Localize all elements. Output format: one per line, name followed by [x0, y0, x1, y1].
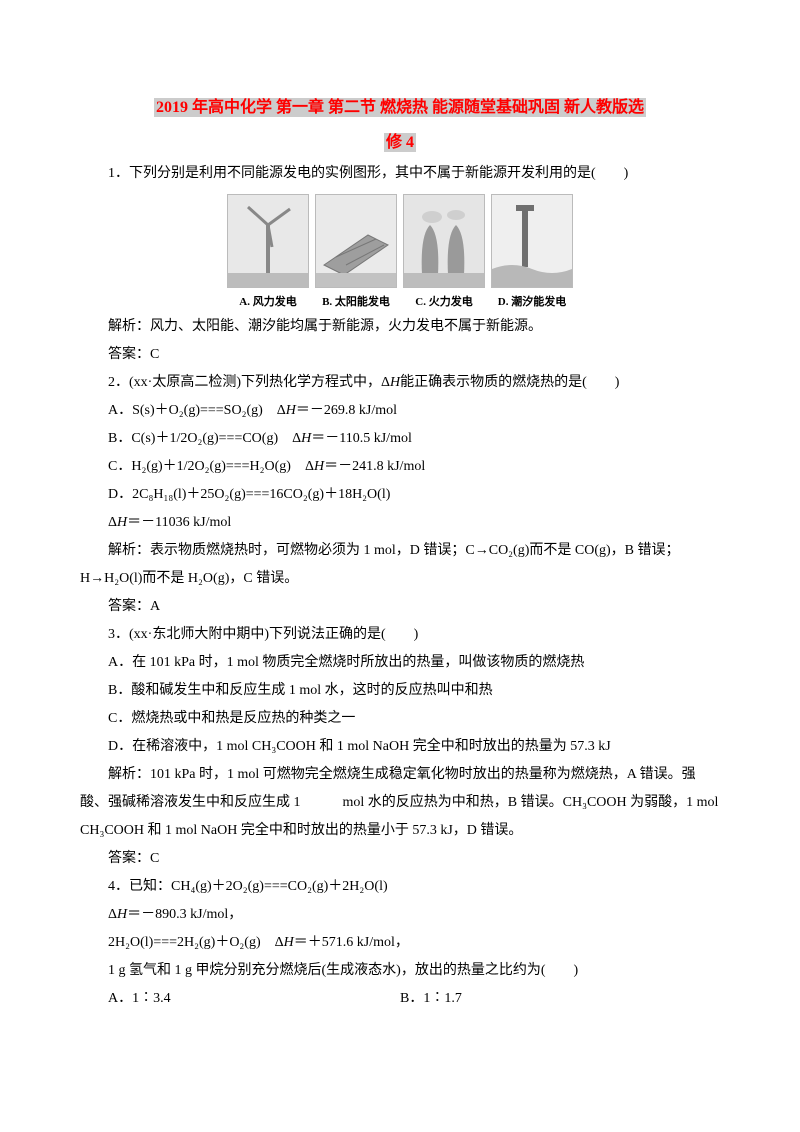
q4-stem: 4．已知：CH₄(g)＋2O₂(g)===CO₂(g)＋2H₂O(l) [80, 873, 720, 901]
q1-caption-A: A. 风力发电 [239, 291, 296, 313]
q2-stem-a: 2．(xx·太原高二检测)下列热化学方程式中，Δ [108, 375, 390, 390]
q4-l3b: ＝＋571.6 kJ/mol， [294, 935, 409, 950]
wind-power-image [227, 194, 309, 288]
q3-optD: D．在稀溶液中，1 mol CH₃COOH 和 1 mol NaOH 完全中和时… [80, 733, 720, 761]
q1-img-D: D. 潮汐能发电 [491, 194, 573, 313]
q3-explain: 解析：101 kPa 时，1 mol 可燃物完全燃烧生成稳定氧化物时放出的热量称… [80, 761, 720, 845]
q1-answer: 答案：C [80, 341, 720, 369]
q2-A-eq: A．S(s)＋O₂(g)===SO₂(g) Δ [108, 403, 286, 418]
q3-optB: B．酸和碱发生中和反应生成 1 mol 水，这时的反应热叫中和热 [80, 677, 720, 705]
q1-caption-B: B. 太阳能发电 [322, 291, 390, 313]
q3-stem: 3．(xx·东北师大附中期中)下列说法正确的是( ) [80, 621, 720, 649]
q2-optD: D．2C₈H₁₈(l)＋25O₂(g)===16CO₂(g)＋18H₂O(l) [80, 481, 720, 509]
q2-optB: B．C(s)＋1/2O₂(g)===CO(g) ΔH＝－110.5 kJ/mol [80, 425, 720, 453]
q1-caption-C: C. 火力发电 [415, 291, 472, 313]
q2-C-val: ＝－241.8 kJ/mol [324, 459, 425, 474]
q2-D-dh1: Δ [108, 515, 117, 530]
title-line1: 2019 年高中化学 第一章 第二节 燃烧热 能源随堂基础巩固 新人教版选 [154, 98, 646, 117]
q3-optA: A．在 101 kPa 时，1 mol 物质完全燃烧时所放出的热量，叫做该物质的… [80, 649, 720, 677]
thermal-power-image [403, 194, 485, 288]
q2-optA: A．S(s)＋O₂(g)===SO₂(g) ΔH＝－269.8 kJ/mol [80, 397, 720, 425]
q4-optA: A．1∶3.4 [80, 985, 400, 1013]
q2-A-val: ＝－269.8 kJ/mol [296, 403, 397, 418]
delta-h: H [286, 403, 296, 418]
q1-stem: 1．下列分别是利用不同能源发电的实例图形，其中不属于新能源开发利用的是( ) [80, 160, 720, 188]
q2-stem-b: 能正确表示物质的燃烧热的是( ) [400, 375, 619, 390]
q4-optB: B．1∶1.7 [400, 985, 720, 1013]
q2-C-eq: C．H₂(g)＋1/2O₂(g)===H₂O(g) Δ [108, 459, 314, 474]
q2-optD-dh: ΔH＝－11036 kJ/mol [80, 509, 720, 537]
q1-img-A: A. 风力发电 [227, 194, 309, 313]
q2-explain: 解析：表示物质燃烧热时，可燃物必须为 1 mol，D 错误；C→CO₂(g)而不… [80, 537, 720, 593]
delta-h: H [390, 375, 400, 390]
q1-images: A. 风力发电 B. 太阳能发电 C. 火力发电 D. 潮汐能发电 [80, 194, 720, 313]
q2-B-eq: B．C(s)＋1/2O₂(g)===CO(g) Δ [108, 431, 301, 446]
delta-h: H [284, 935, 294, 950]
q2-D-dh2: ＝－11036 kJ/mol [127, 515, 231, 530]
q1-img-B: B. 太阳能发电 [315, 194, 397, 313]
q4-l2a: Δ [108, 907, 117, 922]
q4-l2b: ＝－890.3 kJ/mol， [127, 907, 242, 922]
tidal-power-image [491, 194, 573, 288]
q4-options-ab: A．1∶3.4 B．1∶1.7 [80, 985, 720, 1013]
q2-optC: C．H₂(g)＋1/2O₂(g)===H₂O(g) ΔH＝－241.8 kJ/m… [80, 453, 720, 481]
q4-line4: 1 g 氢气和 1 g 甲烷分别充分燃烧后(生成液态水)，放出的热量之比约为( … [80, 957, 720, 985]
q1-caption-D: D. 潮汐能发电 [498, 291, 566, 313]
q1-img-C: C. 火力发电 [403, 194, 485, 313]
q2-stem: 2．(xx·太原高二检测)下列热化学方程式中，ΔH能正确表示物质的燃烧热的是( … [80, 369, 720, 397]
delta-h: H [117, 515, 127, 530]
title-line2: 修 4 [384, 133, 416, 152]
q3-optC: C．燃烧热或中和热是反应热的种类之一 [80, 705, 720, 733]
solar-power-image [315, 194, 397, 288]
delta-h: H [314, 459, 324, 474]
q4-l3a: 2H₂O(l)===2H₂(g)＋O₂(g) Δ [108, 935, 284, 950]
q2-answer: 答案：A [80, 593, 720, 621]
q4-line2: ΔH＝－890.3 kJ/mol， [80, 901, 720, 929]
q1-explain: 解析：风力、太阳能、潮汐能均属于新能源，火力发电不属于新能源。 [80, 313, 720, 341]
delta-h: H [117, 907, 127, 922]
doc-title: 2019 年高中化学 第一章 第二节 燃烧热 能源随堂基础巩固 新人教版选 修 … [80, 90, 720, 160]
q3-answer: 答案：C [80, 845, 720, 873]
q2-B-val: ＝－110.5 kJ/mol [311, 431, 412, 446]
q4-line3: 2H₂O(l)===2H₂(g)＋O₂(g) ΔH＝＋571.6 kJ/mol， [80, 929, 720, 957]
delta-h: H [301, 431, 311, 446]
